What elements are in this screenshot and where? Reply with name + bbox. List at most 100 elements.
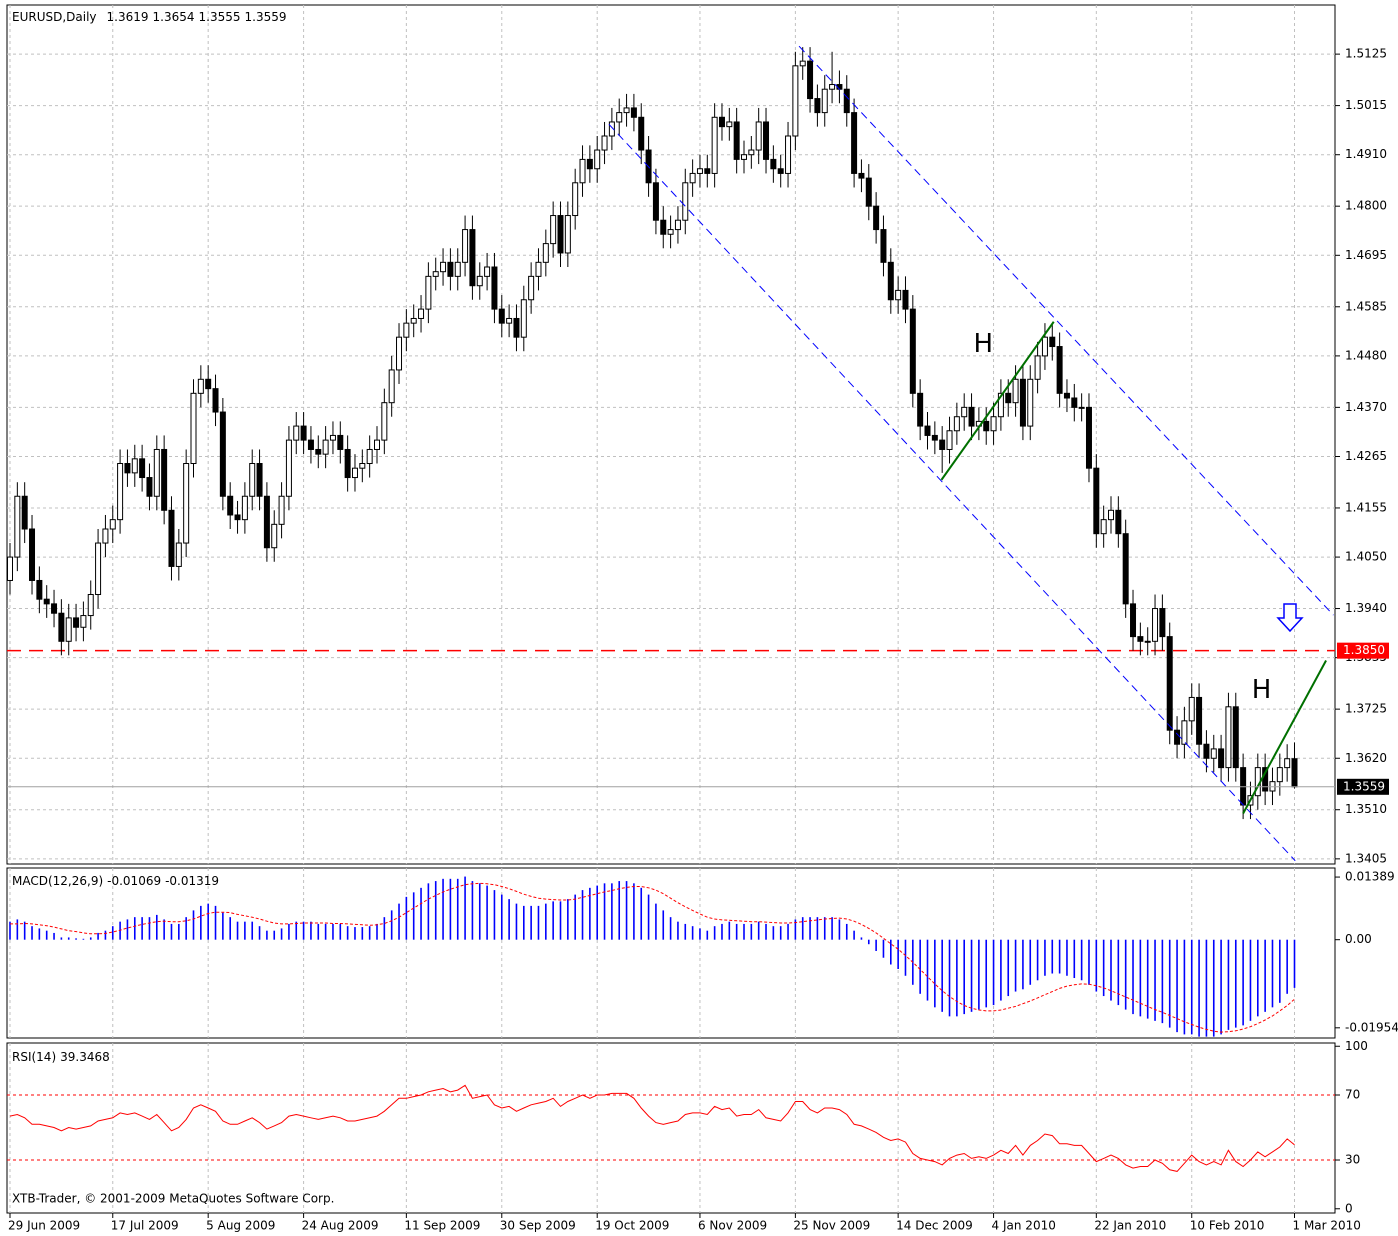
x-tick-label: 22 Jan 2010 <box>1094 1219 1166 1233</box>
y-tick-label: 1.4585 <box>1345 299 1387 313</box>
candle-body <box>557 215 564 254</box>
candle-body <box>234 514 241 521</box>
candle-body <box>329 434 336 441</box>
plot: 1.5125 1.5015 1.4910 1.4800 1.4695 1.4585 1.44… <box>7 5 1398 1233</box>
macd-main: -0.01069 <box>107 874 161 888</box>
candle-body <box>1203 743 1210 759</box>
annotation: H <box>1252 675 1272 705</box>
candle-body <box>939 439 946 450</box>
candle-body <box>528 275 535 301</box>
candle-body <box>315 448 322 455</box>
candle-body <box>1012 378 1019 404</box>
candle-body <box>946 430 953 450</box>
candle-body <box>542 243 549 263</box>
candle-body <box>153 448 160 497</box>
candle-body <box>161 448 168 511</box>
candle-body <box>997 392 1004 418</box>
y-tick-label: 70 <box>1345 1088 1360 1102</box>
price-plot: HH <box>7 45 1335 862</box>
candle-body <box>1166 636 1173 731</box>
rsi-last: 39.3468 <box>60 1050 110 1064</box>
low: 1.3555 <box>199 10 241 24</box>
candle-body <box>1078 406 1085 409</box>
candle-body <box>1085 406 1092 469</box>
macd-panel <box>6 867 1336 1039</box>
candle-body <box>902 289 909 310</box>
y-tick-label: 1.4265 <box>1345 449 1387 463</box>
candle-body <box>1100 519 1107 535</box>
candle-body <box>95 542 102 596</box>
candle-body <box>300 425 307 441</box>
candle-body <box>278 495 285 525</box>
candle-body <box>285 439 292 497</box>
price-header: EURUSD,Daily 1.3619 1.3654 1.3555 1.3559 <box>12 10 287 24</box>
candle-body <box>359 463 366 469</box>
candle-body <box>829 84 836 90</box>
candle-body <box>851 112 858 174</box>
candle-body <box>785 135 792 174</box>
candle-body <box>652 182 659 221</box>
candle-body <box>293 425 300 441</box>
candle-body <box>873 205 880 231</box>
candle-body <box>608 121 615 137</box>
candle-body <box>961 406 968 418</box>
y-tick-label: 0 <box>1345 1201 1353 1215</box>
x-tick-label: 11 Sep 2009 <box>404 1219 480 1233</box>
candle-body <box>741 154 747 160</box>
candle-body <box>58 612 65 642</box>
candle-body <box>1049 336 1056 348</box>
candle-body <box>807 60 814 100</box>
down-arrow <box>1276 603 1304 633</box>
open: 1.3619 <box>107 10 149 24</box>
candle-body <box>21 495 28 530</box>
candle-body <box>1122 533 1129 605</box>
candle-body <box>733 121 740 160</box>
candle-body <box>968 406 975 427</box>
candle-body <box>381 402 388 441</box>
candle-body <box>667 229 674 235</box>
y-tick-label: -0.01954 <box>1345 1020 1398 1034</box>
candle-body <box>696 168 703 174</box>
trendline <box>798 45 1334 616</box>
candle-body <box>7 556 13 581</box>
candle-body <box>1188 696 1195 722</box>
candle-body <box>630 107 637 118</box>
rsi-panel <box>6 1042 1336 1214</box>
candle-body <box>241 495 248 521</box>
candle-body <box>29 528 36 581</box>
candle-body <box>432 271 439 277</box>
candle-body <box>1152 608 1159 642</box>
annotation: H <box>974 329 994 359</box>
candle-body <box>410 317 417 324</box>
candle-body <box>249 463 256 497</box>
candle-body <box>601 135 608 151</box>
candle-body <box>1284 758 1291 769</box>
candle-body <box>1071 397 1078 408</box>
x-tick-label: 10 Feb 2010 <box>1190 1219 1265 1233</box>
candle-body <box>843 88 850 114</box>
candle-body <box>550 215 557 245</box>
candle-body <box>344 448 351 479</box>
candle-body <box>183 463 190 544</box>
last-price-label: 1.3559 <box>1343 779 1385 793</box>
level-box <box>1337 642 1389 659</box>
trendline <box>1242 660 1327 814</box>
high: 1.3654 <box>153 10 195 24</box>
candle-body <box>139 458 146 479</box>
candle-body <box>638 116 645 151</box>
x-tick-label: 19 Oct 2009 <box>595 1219 669 1233</box>
candle-body <box>1130 603 1137 638</box>
candle-body <box>146 477 153 497</box>
candle-body <box>454 261 461 277</box>
price-panel <box>6 4 1336 865</box>
candle-body <box>880 229 887 263</box>
candle-body <box>506 317 513 324</box>
y-tick-label: 1.4800 <box>1345 199 1387 213</box>
candle-body <box>770 158 777 170</box>
candle-body <box>102 528 109 544</box>
rsi-title: RSI(14) <box>12 1050 56 1064</box>
candle-body <box>1144 640 1151 643</box>
close: 1.3559 <box>245 10 287 24</box>
y-tick-label: 1.4695 <box>1345 248 1387 262</box>
